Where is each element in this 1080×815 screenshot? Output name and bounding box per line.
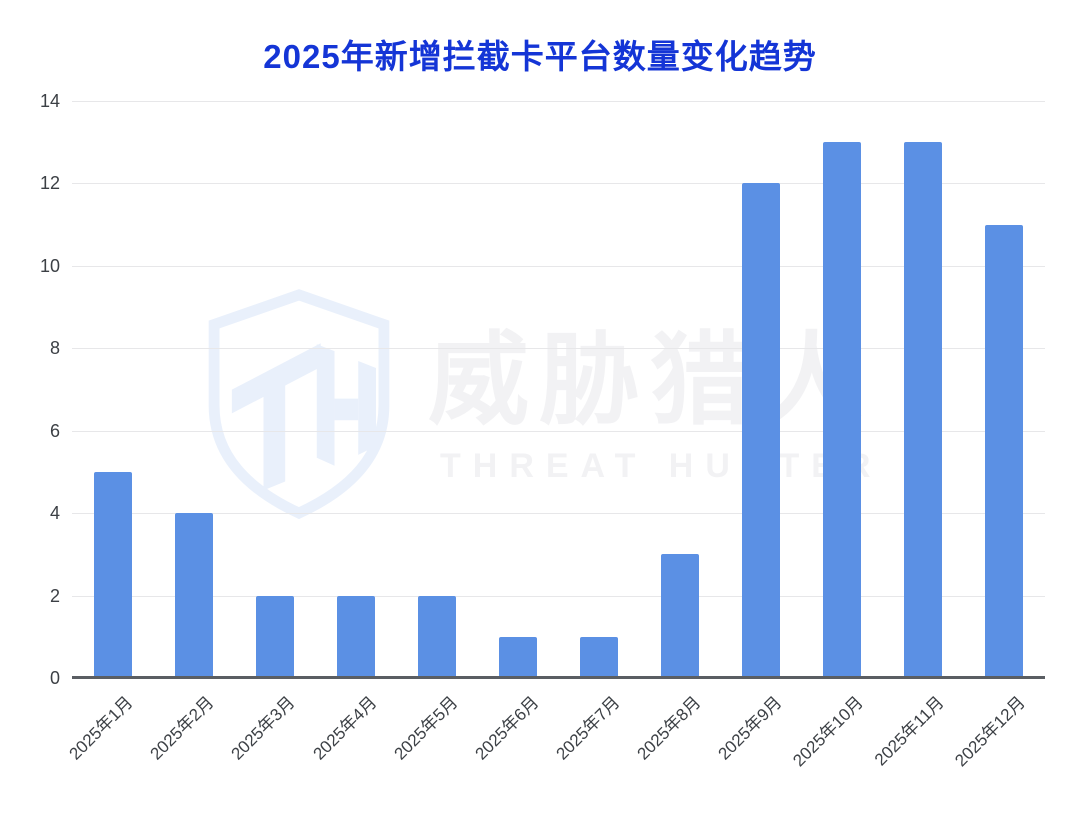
plot-area: [72, 101, 1045, 678]
bar-2025年6月: [498, 636, 537, 678]
x-tick-label-2025年5月: 2025年5月: [390, 692, 462, 764]
gridline-y-14: [72, 101, 1045, 102]
bar-2025年11月: [904, 142, 943, 678]
y-tick-label-0: 0: [49, 668, 60, 688]
bar-2025年1月: [93, 471, 132, 678]
bar-2025年12月: [985, 224, 1024, 678]
gridline-y-8: [72, 348, 1045, 350]
x-axis-line: [72, 676, 1045, 679]
bar-2025年2月: [174, 513, 213, 678]
bar-2025年8月: [661, 554, 700, 678]
bar-2025年3月: [255, 595, 294, 678]
gridline-y-6: [72, 430, 1045, 432]
x-tick-label-2025年3月: 2025年3月: [227, 692, 299, 764]
bar-2025年7月: [580, 636, 619, 678]
watermark-text-cn: 威胁猎人: [428, 325, 873, 437]
y-tick-label-14: 14: [39, 91, 60, 111]
x-tick-label-2025年8月: 2025年8月: [633, 692, 705, 764]
watermark-text-en: THREAT HUNTER: [440, 447, 883, 485]
x-tick-label-2025年11月: 2025年11月: [870, 692, 948, 770]
x-tick-label-2025年4月: 2025年4月: [309, 692, 380, 764]
bar-2025年9月: [742, 183, 781, 678]
y-tick-label-4: 4: [49, 503, 60, 524]
y-tick-label-8: 8: [49, 338, 60, 359]
x-tick-label-2025年2月: 2025年2月: [146, 692, 218, 764]
gridline-y-10: [72, 265, 1045, 267]
x-tick-label-2025年1月: 2025年1月: [65, 692, 137, 764]
y-tick-label-10: 10: [39, 255, 60, 276]
chart-title: 2025年新增拦截卡平台数量变化趋势: [263, 38, 817, 75]
gridline-y-2: [72, 595, 1045, 597]
bar-2025年10月: [823, 142, 862, 678]
x-tick-label-2025年6月: 2025年6月: [471, 692, 543, 764]
x-tick-label-2025年12月: 2025年12月: [951, 692, 1029, 771]
x-tick-label-2025年10月: 2025年10月: [788, 692, 867, 771]
x-tick-label-2025年7月: 2025年7月: [552, 692, 624, 764]
y-tick-label-12: 12: [39, 173, 60, 194]
bar-2025年4月: [336, 595, 375, 678]
bar-2025年5月: [417, 595, 456, 678]
y-tick-label-2: 2: [49, 585, 60, 606]
y-tick-label-6: 6: [49, 420, 60, 441]
gridline-y-12: [72, 183, 1045, 185]
x-tick-label-2025年9月: 2025年9月: [714, 692, 786, 764]
gridline-y-4: [72, 513, 1045, 515]
